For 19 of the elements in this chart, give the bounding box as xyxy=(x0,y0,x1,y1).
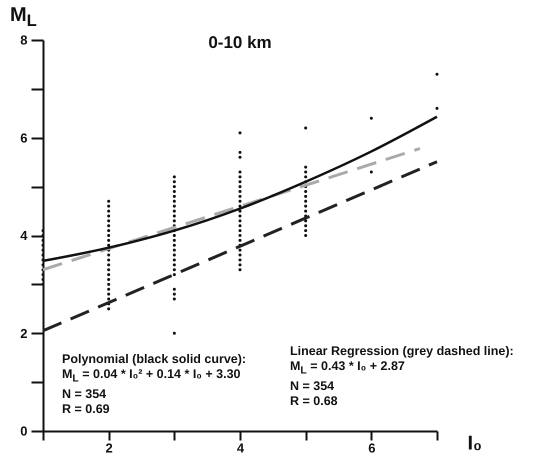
annotation: R = 0.68 xyxy=(290,394,339,408)
y-tick-label: 0 xyxy=(20,424,28,438)
annotation: Polynomial (black solid curve): xyxy=(62,352,246,367)
y-tick-label: 8 xyxy=(20,32,28,48)
y-tick-label: 2 xyxy=(20,326,28,341)
annotation: R = 0.69 xyxy=(62,402,111,416)
x-tick-label: 4 xyxy=(236,440,245,455)
x-tick-label: 2 xyxy=(106,440,113,455)
annotation: Linear Regression (grey dashed line): xyxy=(290,344,514,359)
annotation: M$_{L}$ = 0.04 * I₀² + 0.14 * I₀ + 3.30 xyxy=(62,367,242,386)
annotation: M$_{L}$ = 0.43 * I₀ + 2.87 xyxy=(290,359,406,378)
annotation: N = 354 xyxy=(62,386,108,402)
annotation: N = 354 xyxy=(290,378,336,394)
y-axis-title: M$_{L}$ xyxy=(10,4,37,31)
y-tick-label: 6 xyxy=(20,130,28,146)
chart-title: 0-10 km xyxy=(208,33,272,52)
x-tick-label: 6 xyxy=(368,440,376,455)
x-axis-title: I₀ xyxy=(468,432,482,454)
y-tick-label: 4 xyxy=(20,228,28,243)
